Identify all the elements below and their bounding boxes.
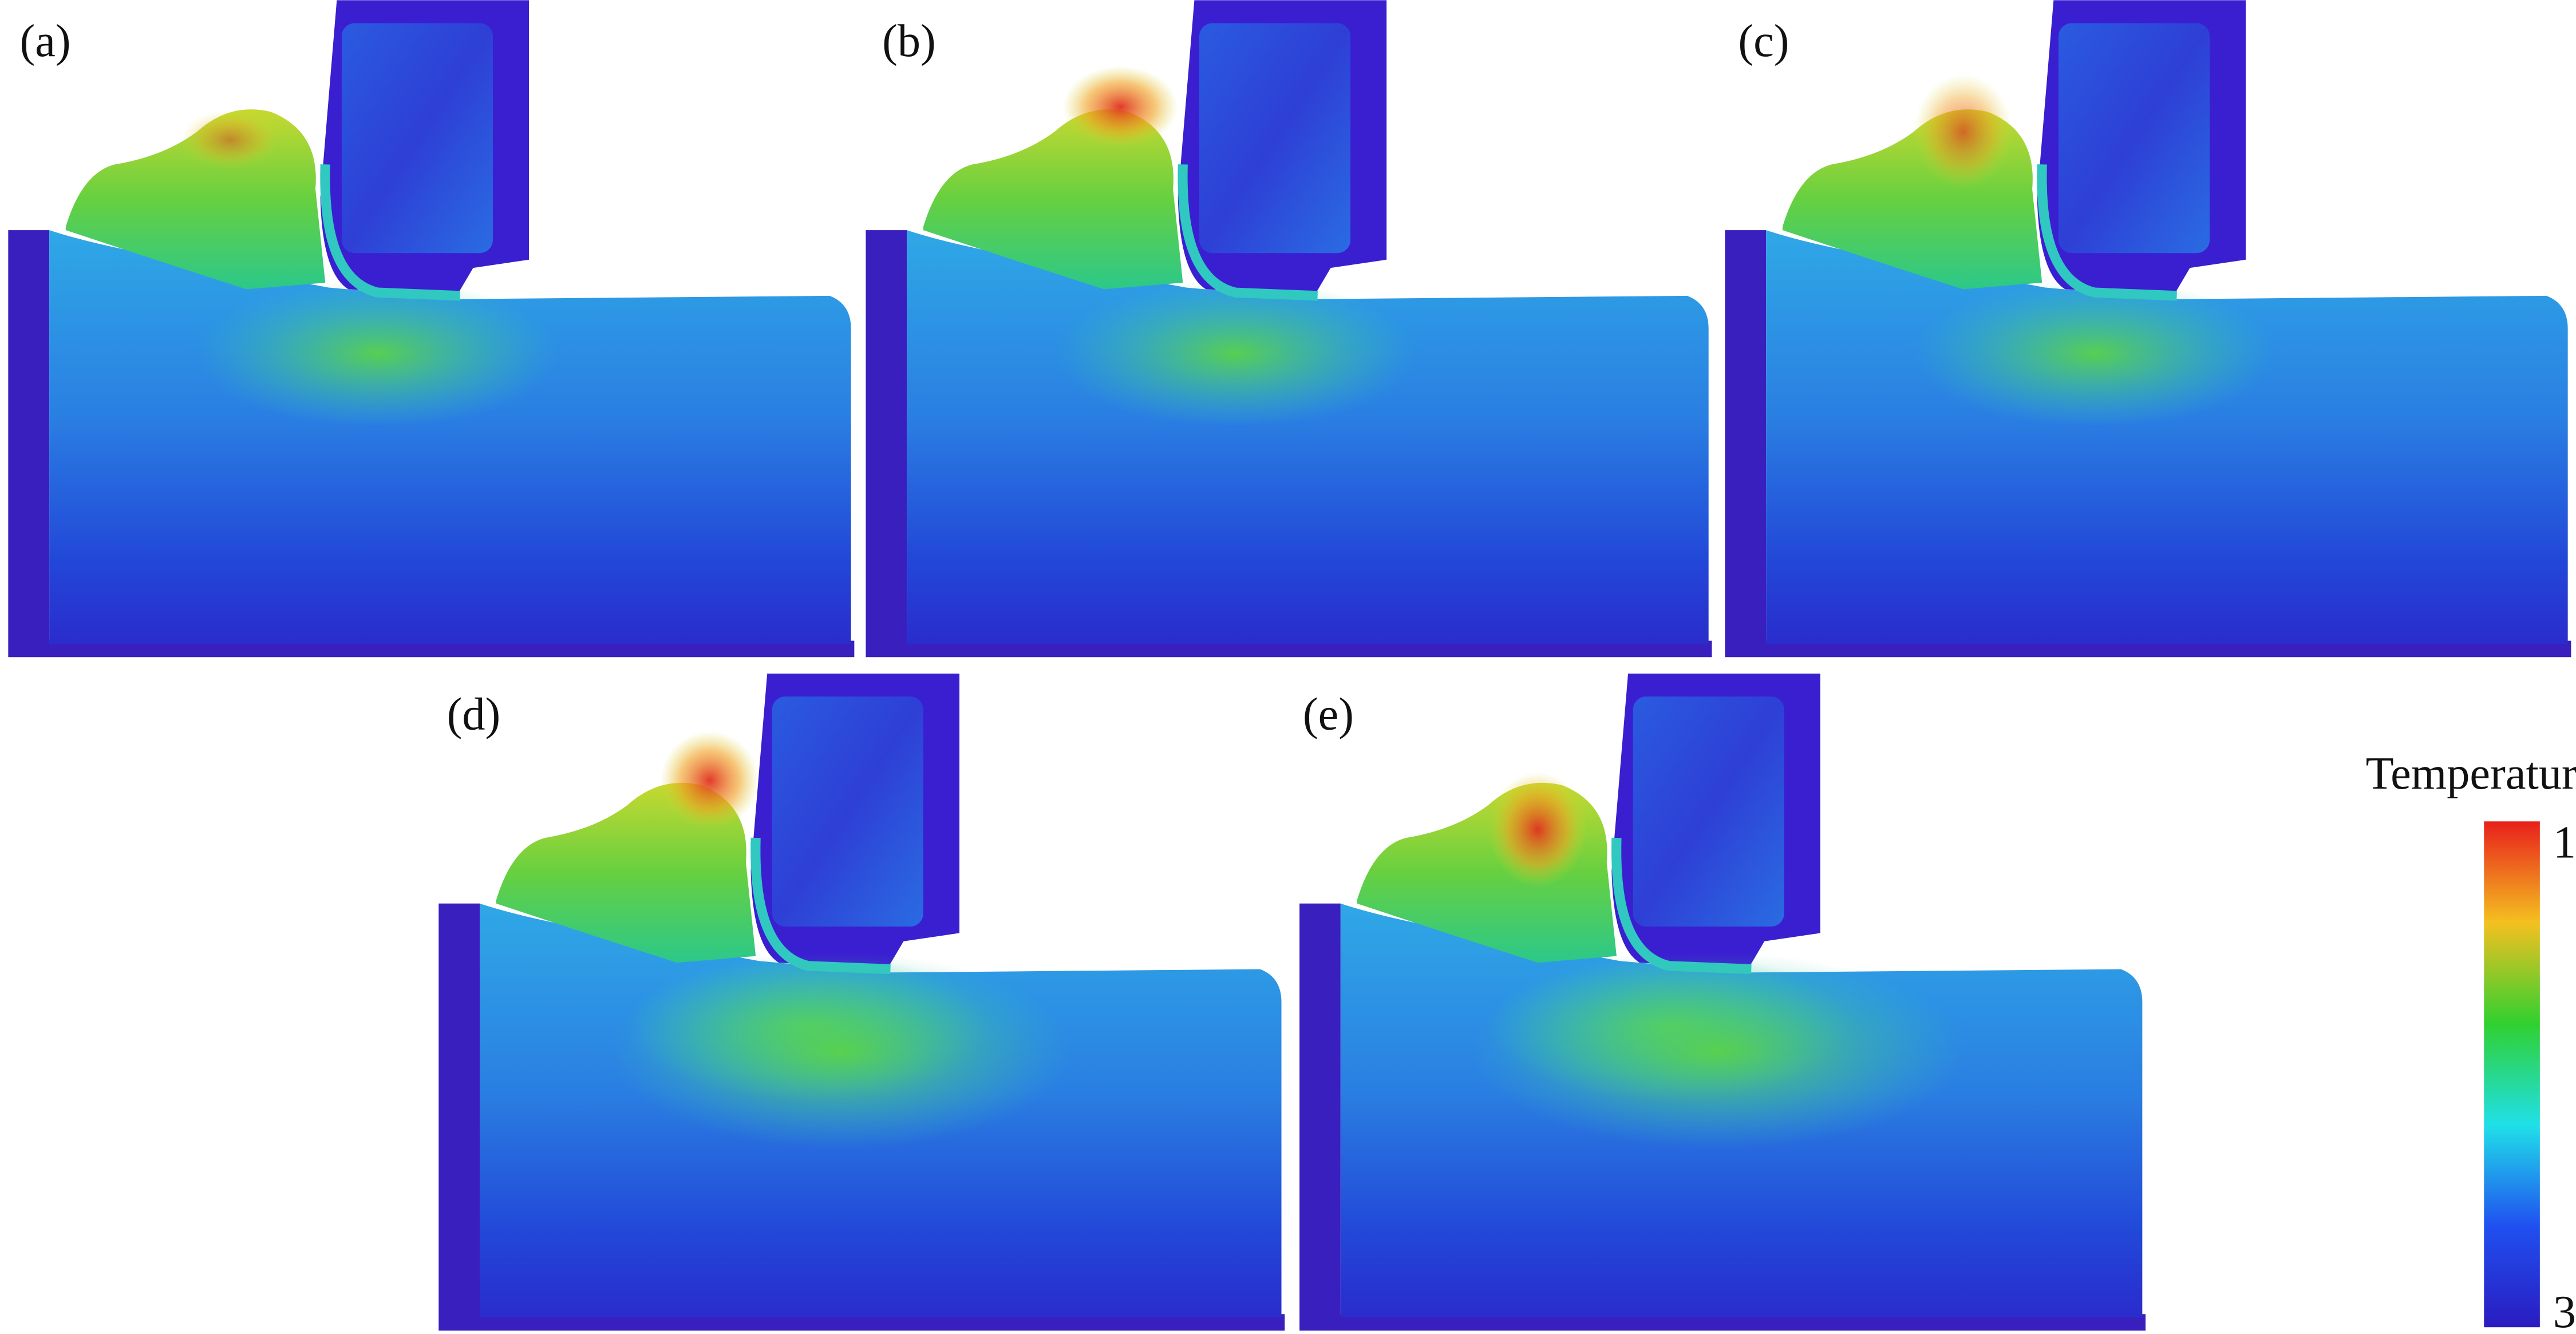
panel-label: (b) xyxy=(882,15,936,66)
panel-label: (c) xyxy=(1738,15,1789,66)
colorbar-min: 300 xyxy=(2553,1287,2576,1334)
colorbar-title: Temperature/K xyxy=(2366,748,2576,799)
panel-e xyxy=(1299,674,2146,1331)
panel-a xyxy=(8,0,854,657)
panel-d xyxy=(438,674,1285,1331)
colorbar: Temperature/K 1100 300 xyxy=(2366,748,2576,1334)
panel-b xyxy=(866,0,1712,657)
panel-label: (d) xyxy=(447,689,501,740)
panel-c xyxy=(1725,0,2571,657)
panel-label: (e) xyxy=(1303,689,1354,740)
colorbar-gradient xyxy=(2484,821,2540,1328)
colorbar-max: 1100 xyxy=(2553,817,2576,868)
panel-label: (a) xyxy=(19,15,70,66)
